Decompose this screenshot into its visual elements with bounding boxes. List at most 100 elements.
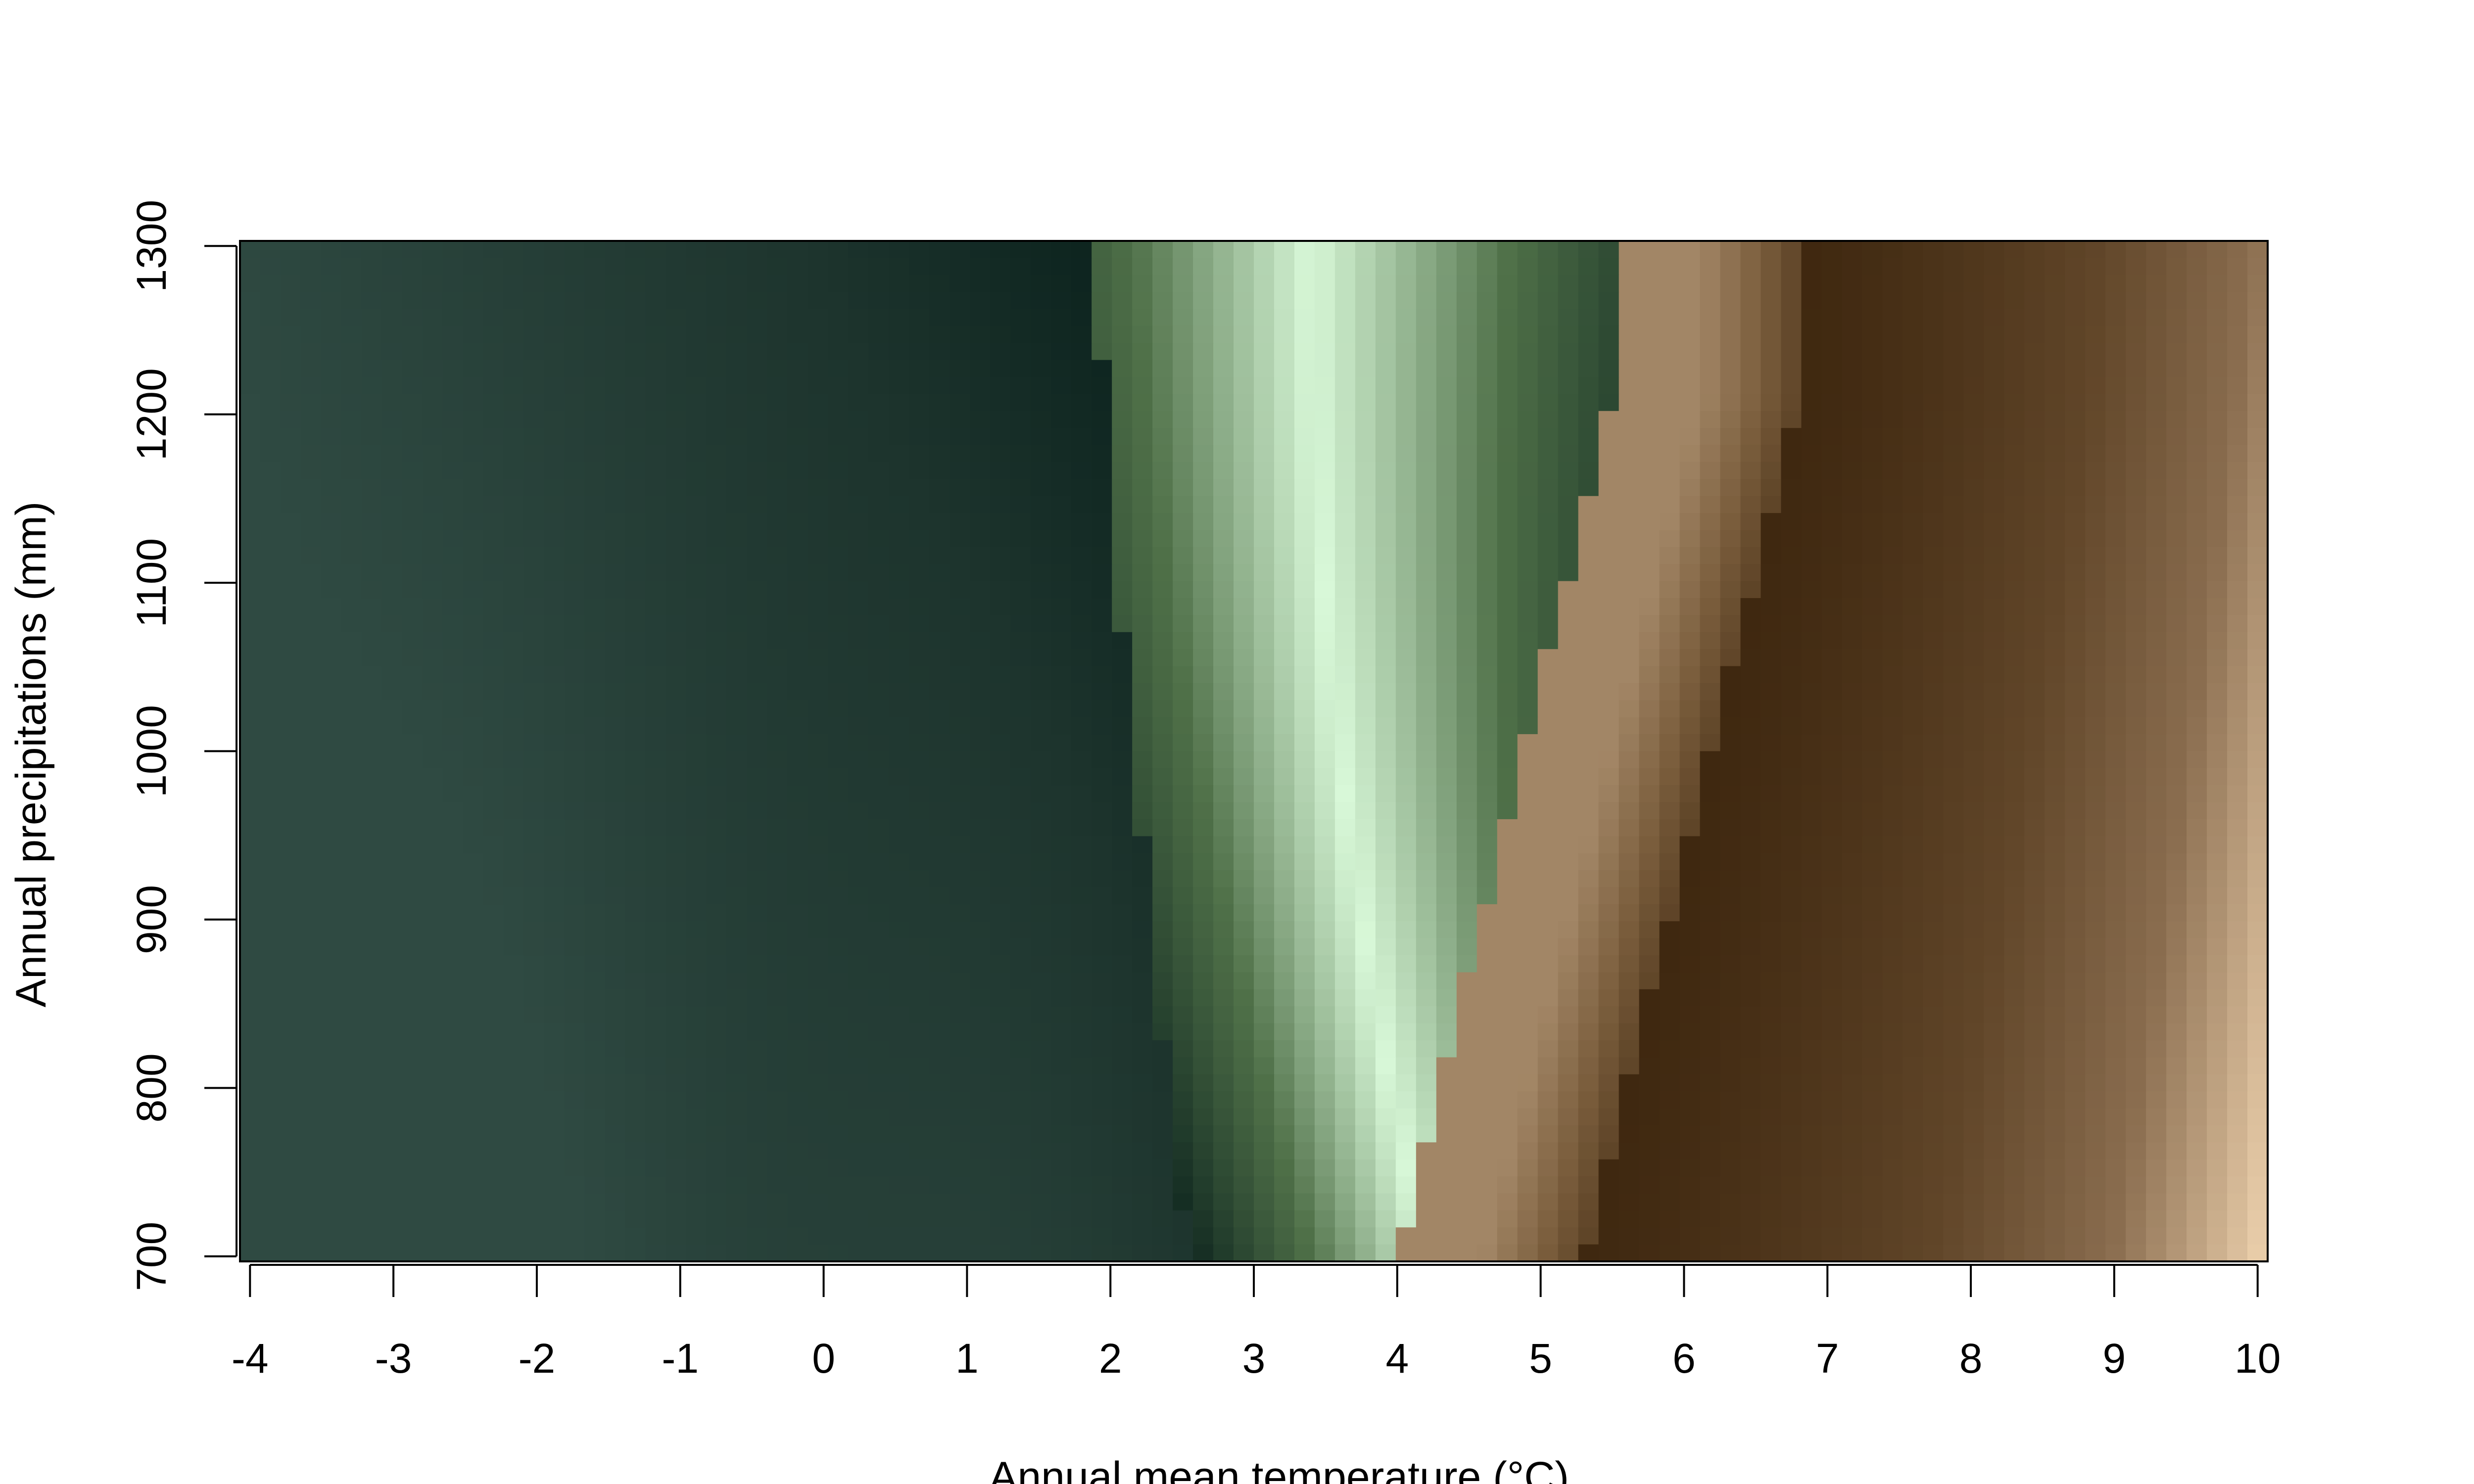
heatmap-cell	[1031, 870, 1051, 887]
heatmap-cell	[362, 887, 382, 905]
heatmap-cell	[1234, 972, 1254, 989]
heatmap-cell	[707, 751, 727, 769]
heatmap-cell	[1193, 836, 1214, 853]
heatmap-cell	[544, 377, 565, 394]
heatmap-cell	[787, 292, 808, 309]
heatmap-cell	[2045, 309, 2065, 326]
heatmap-cell	[362, 598, 382, 615]
heatmap-cell	[2045, 836, 2065, 853]
heatmap-cell	[1599, 1074, 1619, 1092]
heatmap-cell	[2207, 785, 2228, 802]
heatmap-cell	[1558, 258, 1579, 275]
heatmap-cell	[2146, 1074, 2167, 1092]
heatmap-cell	[2187, 513, 2207, 530]
heatmap-cell	[1274, 411, 1295, 428]
heatmap-cell	[990, 258, 1011, 275]
heatmap-cell	[1396, 632, 1417, 649]
heatmap-cell	[1963, 819, 1984, 836]
heatmap-cell	[2024, 411, 2045, 428]
heatmap-cell	[1477, 360, 1498, 377]
heatmap-cell	[1457, 428, 1477, 445]
heatmap-cell	[1355, 326, 1376, 343]
heatmap-cell	[1092, 564, 1112, 581]
heatmap-cell	[281, 615, 301, 632]
heatmap-cell	[260, 309, 281, 326]
heatmap-cell	[2227, 360, 2248, 377]
heatmap-cell	[2126, 785, 2146, 802]
heatmap-cell	[2065, 768, 2086, 786]
heatmap-cell	[402, 462, 423, 479]
heatmap-cell	[747, 751, 768, 769]
heatmap-cell	[1193, 989, 1214, 1007]
heatmap-cell	[1801, 513, 1822, 530]
heatmap-cell	[1578, 1074, 1599, 1092]
heatmap-cell	[1213, 1006, 1234, 1023]
heatmap-cell	[1821, 309, 1842, 326]
heatmap-cell	[1497, 1074, 1518, 1092]
heatmap-cell	[1903, 360, 1923, 377]
heatmap-cell	[1132, 343, 1153, 360]
heatmap-cell	[2105, 241, 2126, 258]
heatmap-cell	[1457, 530, 1477, 548]
heatmap-cell	[1801, 1023, 1822, 1041]
heatmap-cell	[341, 649, 362, 666]
heatmap-cell	[1518, 377, 1538, 394]
heatmap-cell	[524, 989, 545, 1007]
heatmap-cell	[1112, 581, 1133, 599]
heatmap-cell	[1193, 343, 1214, 360]
heatmap-cell	[1071, 836, 1092, 853]
heatmap-cell	[1963, 904, 1984, 922]
heatmap-cell	[2065, 394, 2086, 411]
heatmap-cell	[1720, 343, 1741, 360]
heatmap-cell	[463, 819, 484, 836]
heatmap-cell	[504, 1074, 524, 1092]
heatmap-cell	[1842, 1074, 1862, 1092]
heatmap-cell	[909, 581, 930, 599]
heatmap-cell	[1234, 989, 1254, 1007]
heatmap-cell	[625, 717, 646, 735]
heatmap-cell	[1193, 377, 1214, 394]
heatmap-cell	[1031, 717, 1051, 735]
heatmap-cell	[1436, 768, 1457, 786]
heatmap-cell	[1700, 887, 1721, 905]
heatmap-cell	[1051, 887, 1072, 905]
heatmap-cell	[1700, 496, 1721, 513]
heatmap-cell	[2166, 411, 2187, 428]
heatmap-cell	[504, 394, 524, 411]
heatmap-cell	[2146, 615, 2167, 632]
heatmap-cell	[565, 921, 585, 938]
heatmap-cell	[2207, 649, 2228, 666]
heatmap-cell	[707, 496, 727, 513]
heatmap-cell	[1558, 751, 1579, 769]
heatmap-cell	[767, 955, 788, 973]
heatmap-cell	[2187, 887, 2207, 905]
heatmap-cell	[1842, 853, 1862, 871]
heatmap-cell	[1700, 836, 1721, 853]
heatmap-cell	[2065, 683, 2086, 700]
heatmap-cell	[463, 377, 484, 394]
heatmap-cell	[2247, 309, 2268, 326]
heatmap-cell	[1680, 479, 1701, 496]
heatmap-cell	[1112, 649, 1133, 666]
heatmap-cell	[1984, 241, 2004, 258]
heatmap-cell	[281, 734, 301, 751]
heatmap-cell	[808, 1023, 828, 1041]
heatmap-cell	[625, 1057, 646, 1074]
heatmap-cell	[1801, 479, 1822, 496]
heatmap-cell	[2126, 819, 2146, 836]
heatmap-cell	[2004, 564, 2025, 581]
heatmap-cell	[423, 428, 443, 445]
heatmap-cell	[402, 802, 423, 820]
heatmap-cell	[1599, 530, 1619, 548]
heatmap-cell	[1903, 785, 1923, 802]
heatmap-cell	[1031, 530, 1051, 548]
heatmap-cell	[747, 258, 768, 275]
heatmap-cell	[808, 717, 828, 735]
heatmap-cell	[1254, 275, 1275, 292]
heatmap-cell	[1781, 717, 1802, 735]
heatmap-cell	[1862, 870, 1883, 887]
heatmap-cell	[1315, 428, 1335, 445]
heatmap-cell	[483, 258, 504, 275]
heatmap-cell	[1436, 292, 1457, 309]
heatmap-cell	[808, 734, 828, 751]
